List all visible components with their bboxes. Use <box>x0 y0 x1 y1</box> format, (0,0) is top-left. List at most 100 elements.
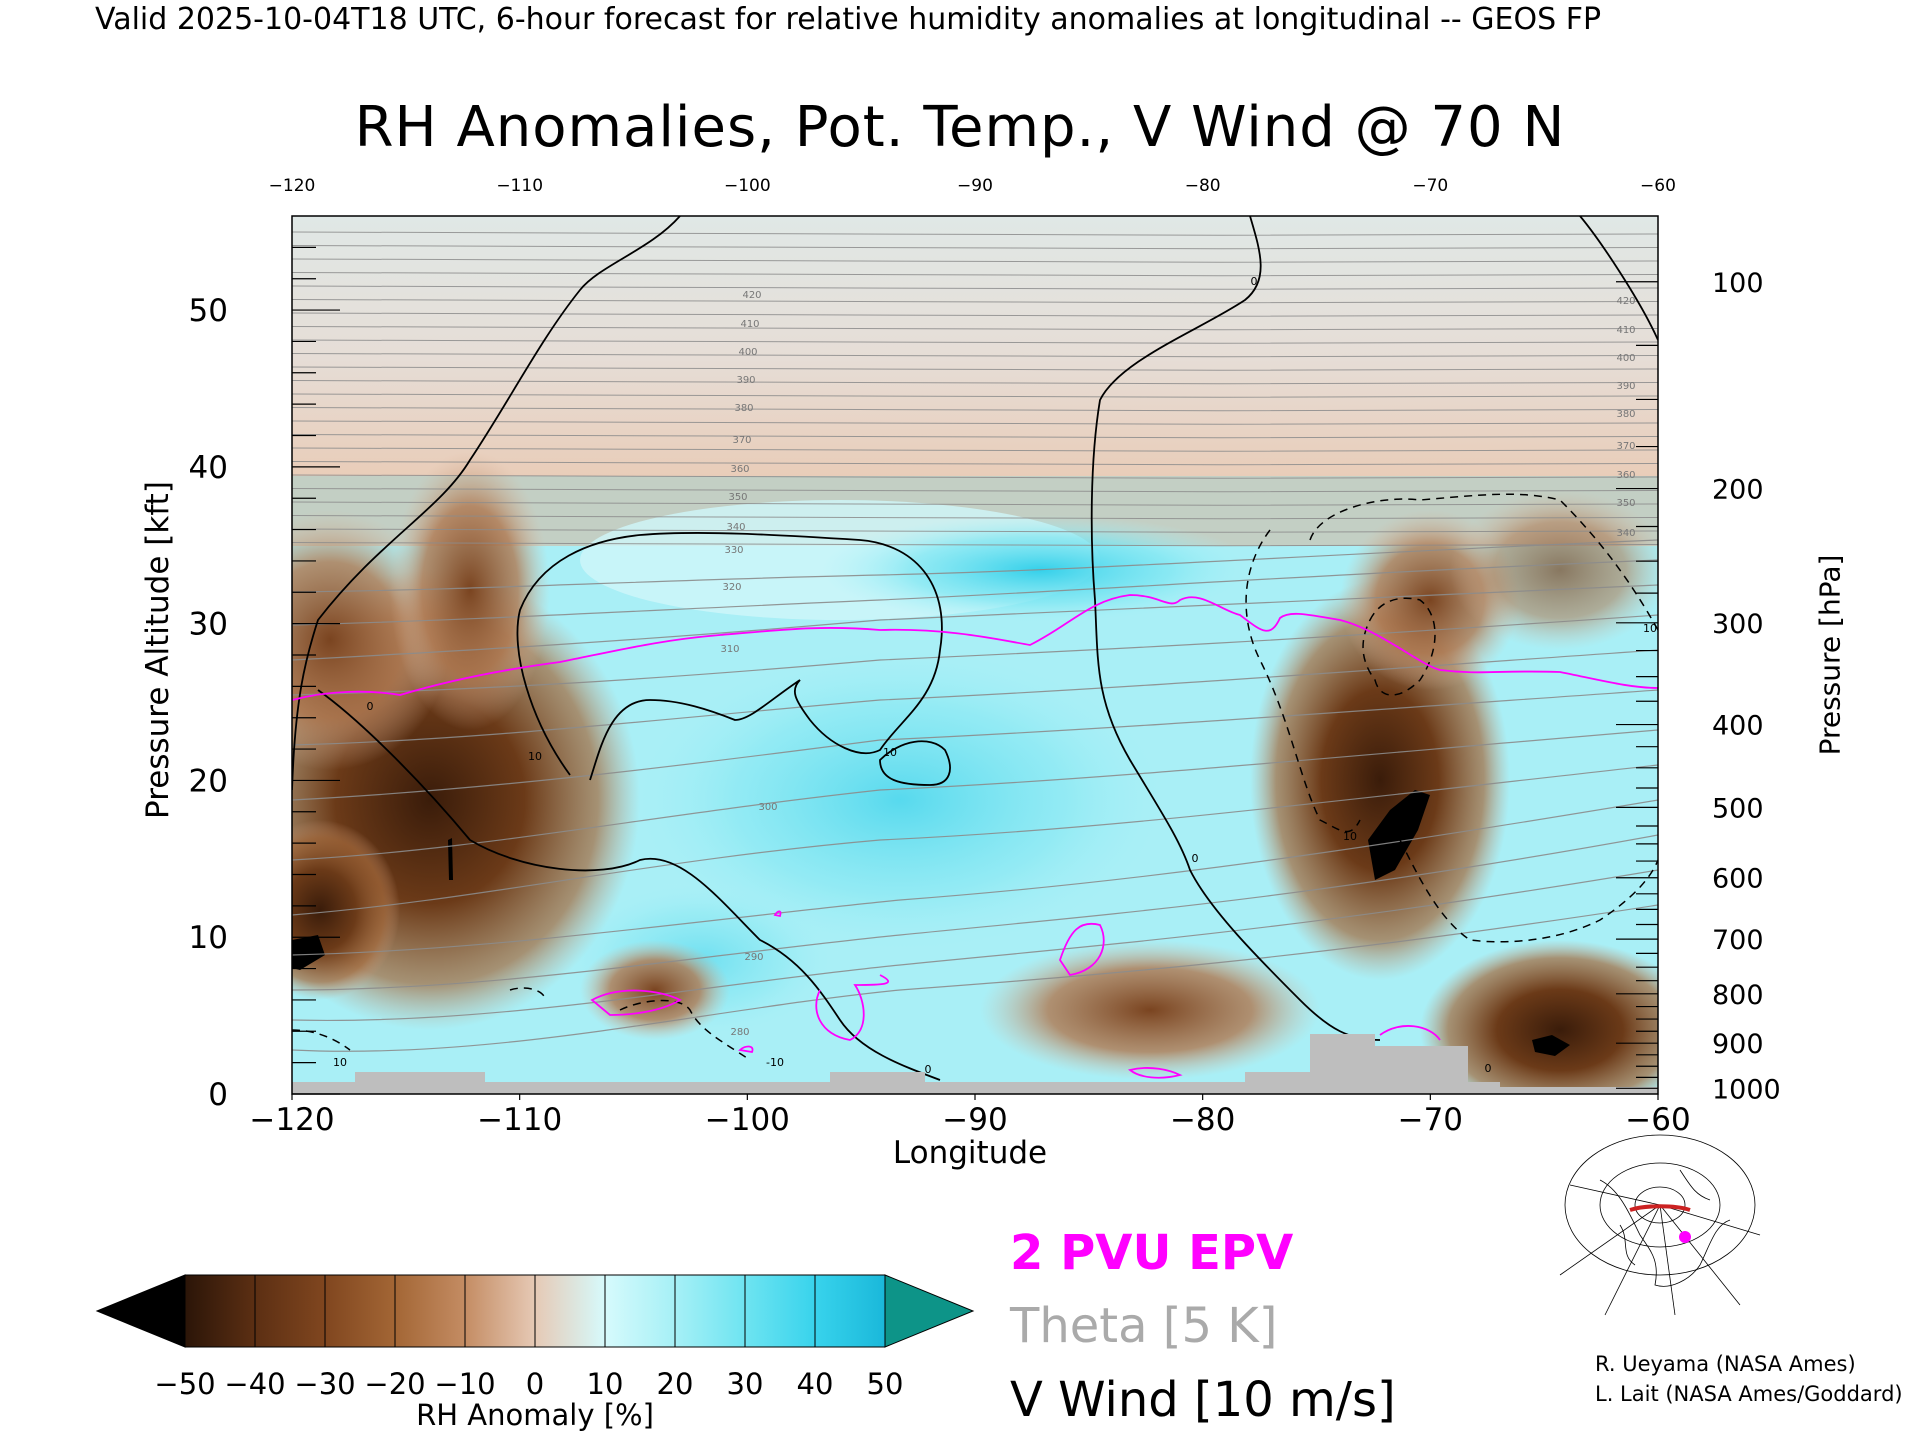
wind-contour-label: 10 <box>1343 830 1357 843</box>
epv-2pvu-contour <box>292 594 1658 1079</box>
colorbar-label: RH Anomaly [%] <box>416 1398 654 1432</box>
topography <box>292 1034 1658 1094</box>
wind-contour-label: 10 <box>528 750 542 763</box>
theta-contour-label: 280 <box>730 1027 749 1038</box>
colorbar-segment <box>324 1274 396 1348</box>
colorbar-low-arrow <box>95 1274 186 1348</box>
theta-contour-label: 360 <box>730 464 749 475</box>
y-tick-label: 30 <box>189 607 228 643</box>
theta-contour-label: 290 <box>744 952 763 963</box>
location-inset-map <box>1559 1134 1761 1316</box>
credit-lait: L. Lait (NASA Ames/Goddard) <box>1595 1382 1903 1406</box>
colorbar-tick-label: 30 <box>727 1367 764 1401</box>
wind-contour-labels: 0 10 10 0 0 10 10 10 -10 0 0 <box>333 275 1657 1076</box>
pressure-tick-label: 700 <box>1712 925 1764 956</box>
theta-contour-label: 410 <box>740 319 759 330</box>
colorbar-segment <box>744 1274 816 1348</box>
theta-contour-label: 390 <box>736 375 755 386</box>
y-tick-label: 0 <box>208 1077 228 1113</box>
colorbar-segment <box>394 1274 466 1348</box>
wind-contours-negative <box>292 493 1658 1061</box>
pressure-tick-label: 1000 <box>1712 1074 1781 1105</box>
colorbar-tick-label: −10 <box>434 1367 495 1401</box>
colorbar-segment <box>184 1274 256 1348</box>
theta-contour-label: 420 <box>742 290 761 301</box>
x-tick-label: −70 <box>1398 1102 1463 1138</box>
forecast-header: Valid 2025-10-04T18 UTC, 6-hour forecast… <box>95 2 1602 37</box>
colorbar: −50 −40 −30 −20 −10 0 10 20 30 40 50 <box>95 1274 975 1401</box>
pressure-tick-label: 500 <box>1712 793 1764 824</box>
theta-contour-label: 350 <box>728 492 747 503</box>
wind-contour-label: -10 <box>766 1056 784 1069</box>
x-tick-label: −120 <box>249 1102 334 1138</box>
x-top-tick-label: −60 <box>1640 176 1676 196</box>
x-top-tick-label: −70 <box>1412 176 1448 196</box>
x-tick-label: −90 <box>942 1102 1007 1138</box>
colorbar-segment <box>604 1274 676 1348</box>
legend-wind: V Wind [10 m/s] <box>1010 1372 1396 1428</box>
y-tick-label: 10 <box>189 920 228 956</box>
colorbar-tick-label: 10 <box>587 1367 624 1401</box>
theta-contour-label: 330 <box>724 545 743 556</box>
legend-theta: Theta [5 K] <box>1010 1298 1278 1354</box>
pressure-tick-label: 800 <box>1712 980 1764 1011</box>
pressure-tick-label: 600 <box>1712 864 1764 895</box>
x-top-tick-label: −110 <box>496 176 543 196</box>
credit-ueyama: R. Ueyama (NASA Ames) <box>1595 1352 1856 1376</box>
colorbar-tick-label: 0 <box>526 1367 544 1401</box>
theta-contour-label: 410 <box>1616 325 1635 336</box>
theta-contour-label: 340 <box>726 522 745 533</box>
x-top-tick-label: −100 <box>724 176 771 196</box>
colorbar-tick-label: −50 <box>154 1367 215 1401</box>
colorbar-tick-label: 40 <box>797 1367 834 1401</box>
y-tick-labels: 0 10 20 30 40 50 <box>189 293 228 1113</box>
colorbar-segment <box>464 1274 536 1348</box>
anomaly-region <box>1420 940 1658 1094</box>
colorbar-segment <box>814 1274 886 1348</box>
x-tick-label: −80 <box>1170 1102 1235 1138</box>
anomaly-region <box>580 940 730 1040</box>
y-axis-label: Pressure Altitude [kft] <box>140 481 176 819</box>
pressure-tick-labels: 100 200 300 400 500 600 700 800 900 1000 <box>1712 268 1781 1106</box>
wind-contour-label: 10 <box>333 1056 347 1069</box>
wind-contour-label: 0 <box>367 700 374 713</box>
colorbar-tick-label: −30 <box>294 1367 355 1401</box>
pressure-tick-label: 400 <box>1712 711 1764 742</box>
theta-contour-label: 400 <box>738 347 757 358</box>
y-minor-ticks <box>292 246 340 1095</box>
colorbar-high-arrow <box>884 1274 975 1348</box>
chart-title: RH Anomalies, Pot. Temp., V Wind @ 70 N <box>354 95 1566 160</box>
theta-contour-label: 420 <box>1616 296 1635 307</box>
colorbar-tick-label: −40 <box>224 1367 285 1401</box>
theta-contour-labels: 280 290 300 310 320 330 340 340 350 350 360 360 370 3… <box>720 290 1635 1038</box>
wind-contour-label: 0 <box>1485 1062 1492 1075</box>
theta-contour-label: 380 <box>734 403 753 414</box>
wind-contour-label: 10 <box>883 746 897 759</box>
theta-contour-label: 380 <box>1616 409 1635 420</box>
wind-contour-label: 0 <box>1251 275 1258 288</box>
heatmap-field <box>292 216 1658 1094</box>
y-tick-label: 40 <box>189 450 228 486</box>
pressure-tick-label: 100 <box>1712 268 1764 299</box>
colorbar-segment <box>534 1274 606 1348</box>
colorbar-tick-label: 50 <box>867 1367 904 1401</box>
colorbar-tick-label: −20 <box>364 1367 425 1401</box>
x-top-tick-labels: −120 −110 −100 −90 −80 −70 −60 <box>269 176 1676 196</box>
x-top-tick-label: −120 <box>269 176 316 196</box>
x-tick-labels: −120 −110 −100 −90 −80 −70 −60 <box>249 1094 1691 1138</box>
legend-epv: 2 PVU EPV <box>1010 1225 1294 1281</box>
theta-contour-label: 370 <box>732 435 751 446</box>
colorbar-tick-label: 20 <box>657 1367 694 1401</box>
theta-contour-label: 360 <box>1616 470 1635 481</box>
theta-contour-label: 320 <box>722 582 741 593</box>
y-tick-label: 50 <box>189 293 228 329</box>
theta-contour-label: 390 <box>1616 381 1635 392</box>
theta-contour-label: 310 <box>720 644 739 655</box>
wind-contours <box>292 216 1658 1081</box>
pressure-tick-label: 300 <box>1712 609 1764 640</box>
wind-contour-label: 0 <box>925 1063 932 1076</box>
theta-contour-label: 350 <box>1616 498 1635 509</box>
pressure-tick-label: 200 <box>1712 475 1764 506</box>
colorbar-segment <box>674 1274 746 1348</box>
